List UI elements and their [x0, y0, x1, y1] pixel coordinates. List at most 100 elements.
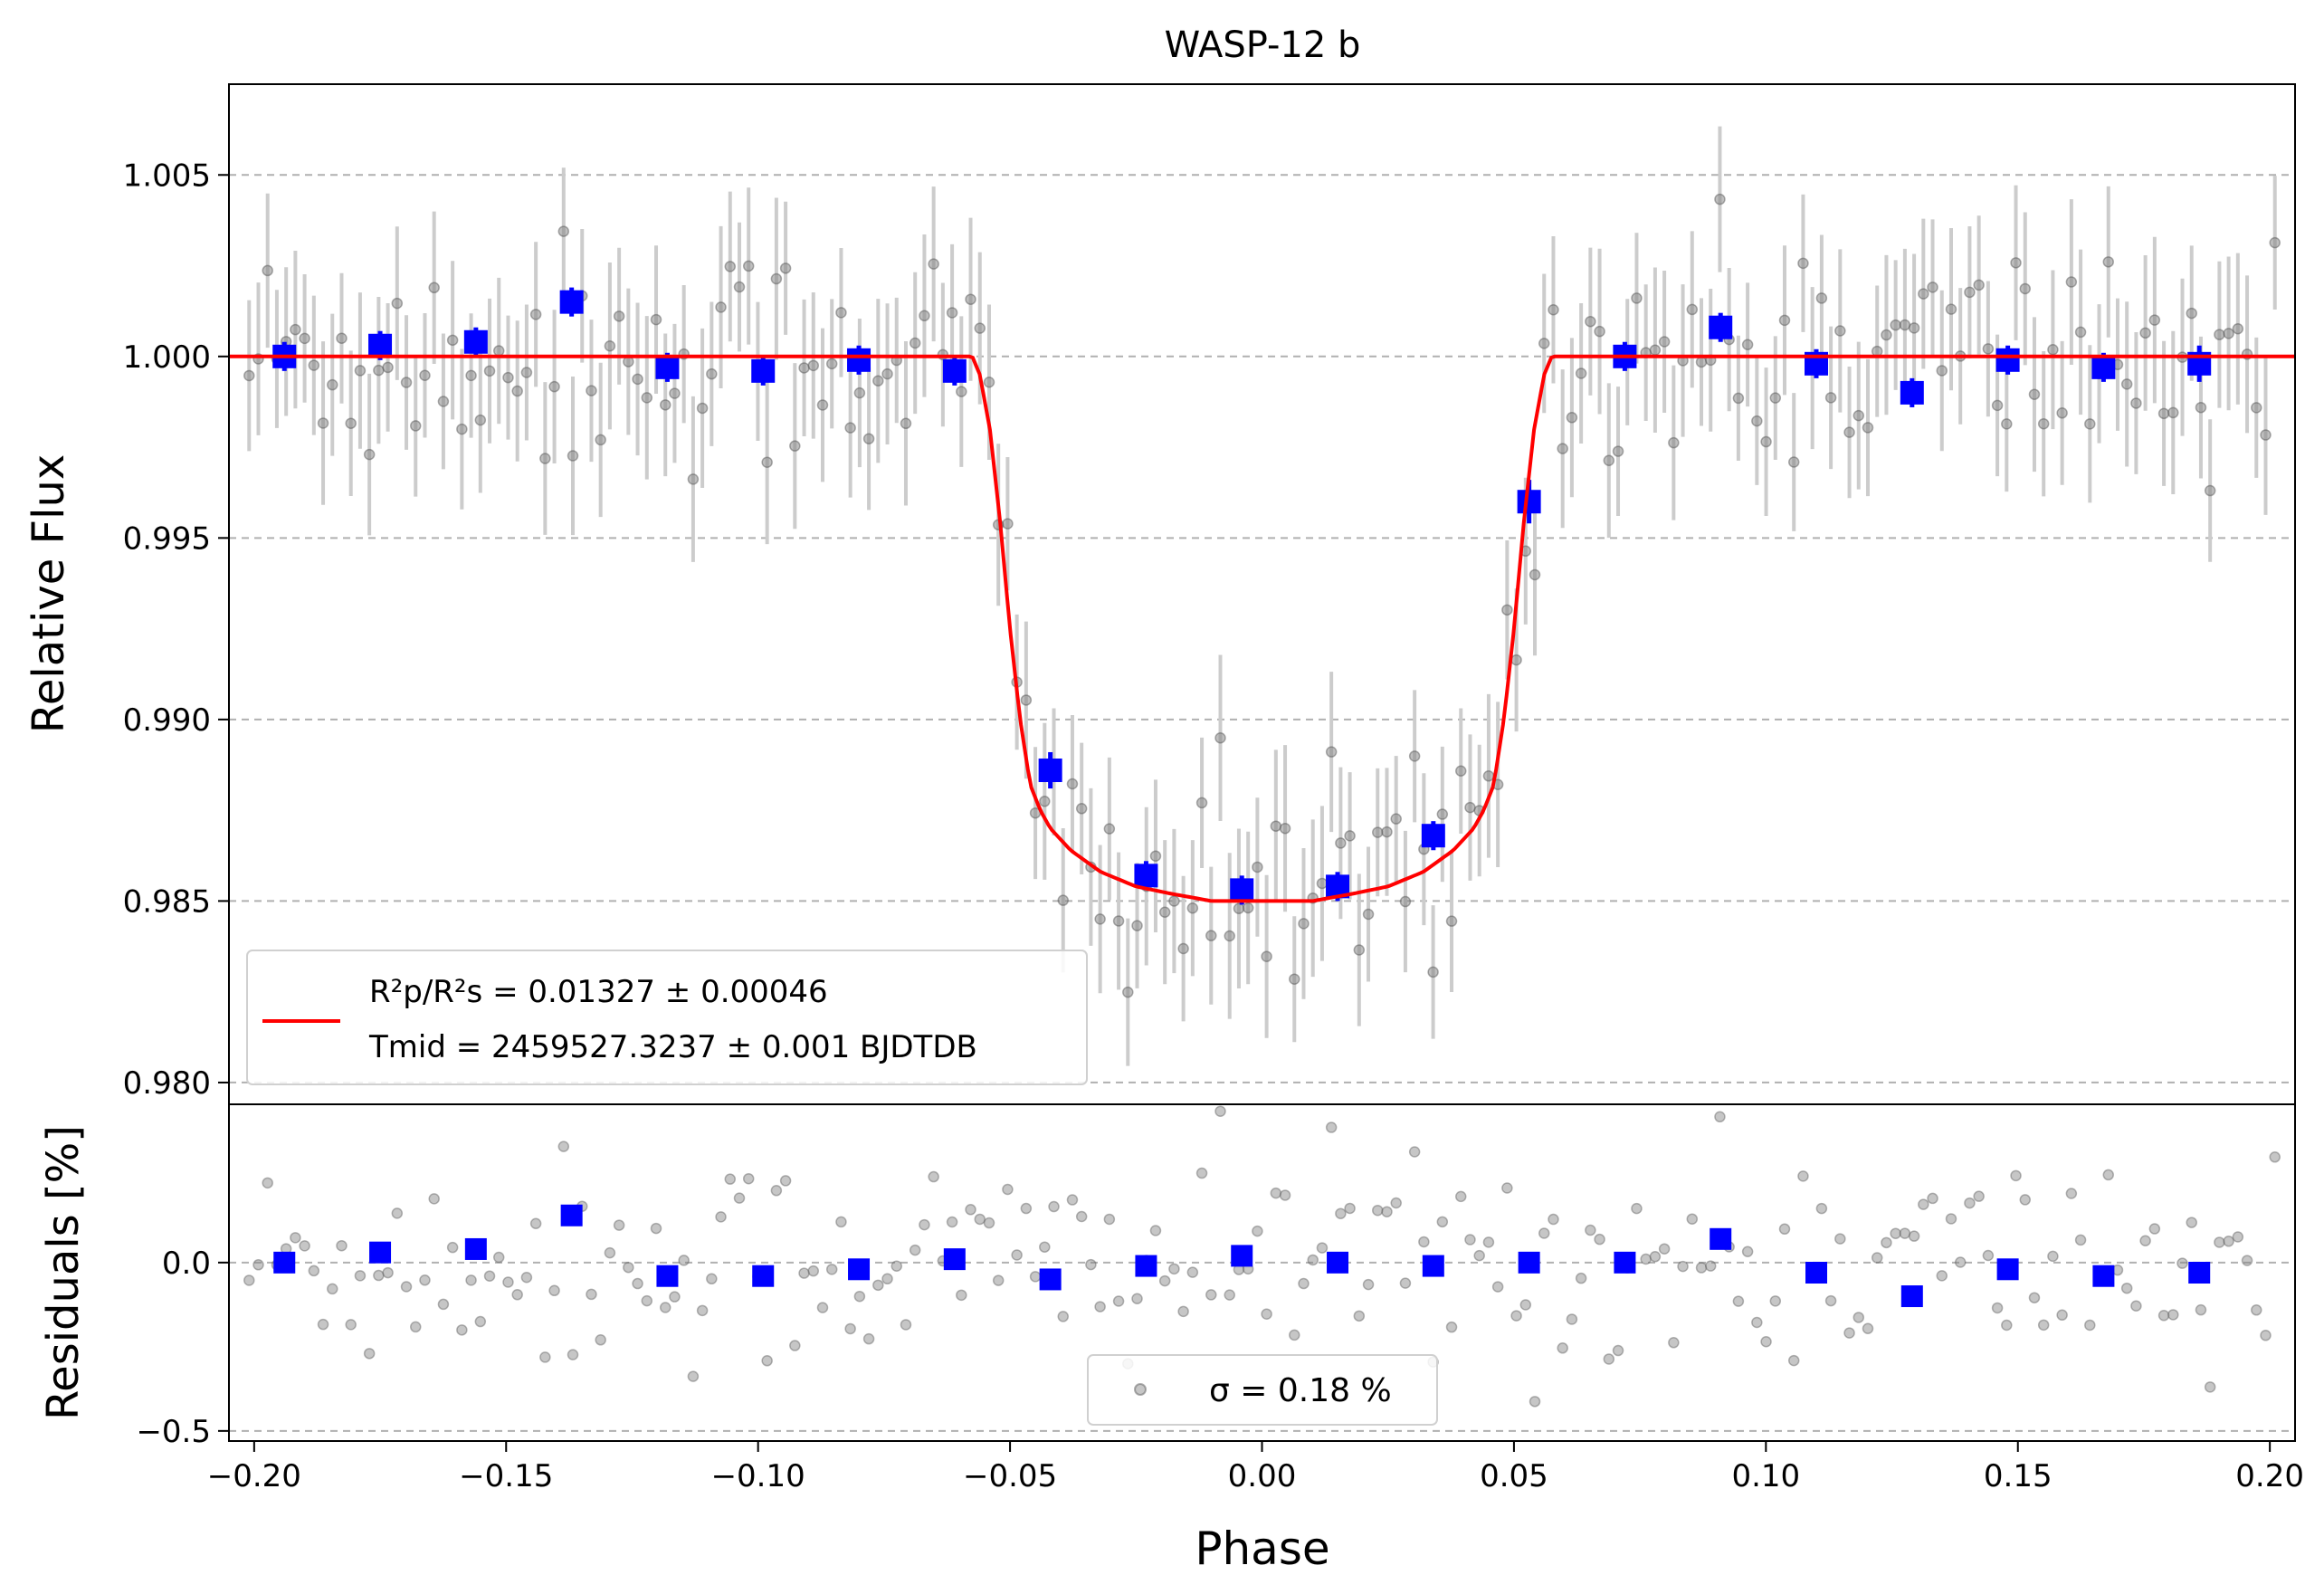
residual-raw-point	[900, 1319, 912, 1331]
flux-raw-point	[1298, 918, 1310, 930]
residual-raw-point	[1529, 1396, 1541, 1408]
residuals-legend-sigma: σ = 0.18 %	[1209, 1372, 1392, 1409]
flux-raw-point	[391, 297, 404, 310]
residual-raw-point	[1704, 1260, 1717, 1272]
residual-raw-point	[437, 1298, 450, 1311]
flux-raw-point	[483, 365, 496, 377]
phase-x-tick-label: −0.15	[459, 1458, 553, 1494]
flux-binned-point	[1517, 490, 1541, 514]
flux-raw-point	[529, 309, 542, 320]
residual-binned-point	[1327, 1251, 1349, 1274]
flux-raw-point	[382, 361, 394, 374]
flux-raw-point	[1612, 445, 1624, 457]
residuals-panel: −0.5 0.0 −0.20 −0.15 −0.10 −0.05 0.00 0.05 0.10…	[38, 1103, 2304, 1575]
residual-raw-point	[1048, 1200, 1060, 1213]
flux-raw-point	[1335, 837, 1347, 849]
flux-raw-point	[965, 293, 976, 305]
residual-raw-point	[1094, 1301, 1106, 1312]
residual-raw-point	[1510, 1310, 1522, 1322]
flux-raw-point	[742, 260, 755, 272]
flux-raw-point	[1741, 339, 1754, 351]
flux-raw-point	[1566, 412, 1578, 424]
flux-binned-point	[655, 355, 680, 379]
flux-raw-point	[262, 264, 273, 277]
residual-raw-point	[1307, 1254, 1319, 1266]
flux-raw-point	[1797, 257, 1809, 270]
residual-raw-point	[2084, 1319, 2096, 1332]
residual-raw-point	[1103, 1213, 1116, 1226]
flux-raw-point	[1445, 915, 1458, 927]
residual-binned-point	[1231, 1245, 1253, 1267]
residuals-legend: σ = 0.18 %	[1087, 1354, 1438, 1426]
residual-raw-point	[1677, 1260, 1689, 1273]
residual-raw-point	[816, 1302, 829, 1313]
residual-raw-point	[825, 1264, 838, 1275]
flux-raw-point	[557, 225, 570, 237]
flux-y-ticks: 0.980 0.985 0.990 0.995 1.000 1.005	[123, 157, 229, 1102]
flux-raw-point	[1390, 813, 1402, 825]
residual-binned-point	[1614, 1251, 1636, 1274]
residual-raw-point	[1252, 1225, 1263, 1237]
residual-binned-point	[273, 1251, 296, 1274]
residual-raw-point	[1834, 1233, 1846, 1245]
flux-raw-point	[956, 386, 967, 397]
residual-raw-point	[613, 1219, 625, 1231]
flux-raw-point	[1760, 435, 1772, 448]
residual-raw-point	[2232, 1231, 2244, 1243]
residual-binned-point	[1518, 1251, 1540, 1274]
residual-binned-point	[1039, 1268, 1062, 1291]
flux-raw-point	[1964, 286, 1976, 299]
residual-raw-point	[733, 1192, 746, 1204]
flux-raw-point	[290, 323, 301, 336]
residual-raw-point	[1057, 1311, 1069, 1322]
residual-raw-point	[327, 1283, 338, 1295]
residual-raw-point	[1973, 1190, 1985, 1202]
flux-raw-point	[1195, 797, 1208, 809]
residual-raw-point	[373, 1269, 385, 1282]
flux-binned-point	[1421, 824, 1445, 848]
residual-raw-point	[1612, 1344, 1624, 1357]
residuals-legend-marker	[1134, 1383, 1147, 1396]
flux-raw-point	[1279, 822, 1291, 835]
flux-raw-point	[687, 473, 700, 485]
residuals-y-ticks: −0.5 0.0	[136, 1246, 229, 1450]
residual-raw-point	[1316, 1242, 1329, 1254]
flux-raw-point	[1325, 746, 1338, 758]
flux-raw-point	[1991, 399, 2004, 412]
residual-raw-point	[770, 1185, 783, 1197]
flux-raw-point	[696, 402, 709, 415]
residual-raw-point	[789, 1340, 801, 1351]
flux-raw-point	[1927, 282, 1938, 293]
flux-raw-point	[2010, 257, 2022, 269]
residual-raw-point	[1445, 1321, 1458, 1333]
residual-raw-point	[1881, 1236, 1892, 1249]
flux-raw-point	[1908, 322, 1920, 334]
residual-raw-point	[992, 1274, 1005, 1286]
flux-raw-point	[1353, 944, 1366, 956]
residual-raw-point	[252, 1259, 264, 1271]
residual-raw-point	[1871, 1252, 1883, 1264]
flux-raw-point	[1002, 518, 1014, 530]
residual-raw-point	[881, 1273, 893, 1285]
flux-binned-point	[1230, 878, 1254, 902]
residual-raw-point	[1566, 1313, 1578, 1325]
residual-raw-point	[2167, 1309, 2179, 1321]
residual-raw-point	[1335, 1207, 1347, 1219]
phase-x-tick-label: 0.15	[1984, 1458, 2053, 1494]
residual-raw-point	[1815, 1202, 1828, 1215]
residual-raw-point	[2195, 1303, 2207, 1316]
residual-raw-point	[1964, 1197, 1976, 1209]
flux-raw-point	[881, 367, 893, 380]
transit-model-line	[229, 354, 2295, 903]
residuals-gridlines	[229, 1261, 2295, 1432]
flux-raw-point	[1881, 329, 1892, 341]
residual-raw-point	[2148, 1223, 2161, 1235]
flux-raw-point	[789, 440, 801, 452]
flux-raw-point	[2167, 406, 2179, 419]
phase-x-tick-label: 0.20	[2235, 1458, 2304, 1494]
flux-raw-point	[2065, 276, 2078, 288]
flux-raw-point	[1945, 303, 1957, 315]
residual-raw-point	[1862, 1322, 1874, 1334]
flux-raw-point	[1158, 906, 1171, 918]
flux-raw-point	[1057, 894, 1069, 906]
